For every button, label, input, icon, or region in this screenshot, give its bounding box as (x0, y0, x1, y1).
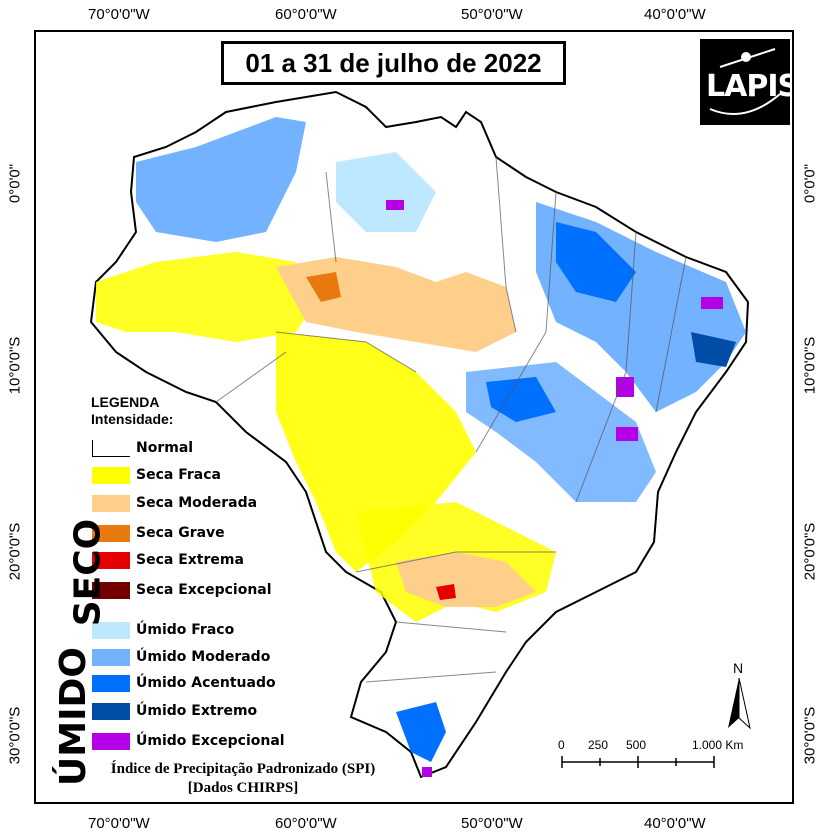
region-umido-northeast-strong (556, 222, 636, 302)
scale-label-250: 250 (588, 738, 609, 752)
left-coord-0: 0°0'0" (6, 163, 24, 204)
legend-label: Seca Fraca (136, 467, 221, 483)
top-coord-40w: 40°0'0"W (644, 6, 706, 23)
left-coord-30s: 30°0'0"S (6, 706, 24, 765)
north-arrow: N (724, 660, 754, 730)
bottom-coord-40w: 40°0'0"W (644, 815, 706, 832)
scale-label-0: 0 (558, 738, 565, 752)
logo-text: LAPIS (706, 69, 794, 104)
bottom-coord-50w: 50°0'0"W (461, 815, 523, 832)
legend-label: Seca Grave (136, 525, 225, 541)
map-frame: 01 a 31 de julho de 2022 LAPIS LEGENDA I… (34, 30, 794, 804)
satellite-icon (709, 48, 781, 115)
legend-label: Úmido Excepcional (136, 733, 285, 749)
top-coord-70w: 70°0'0"W (88, 6, 150, 23)
top-coord-60w: 60°0'0"W (275, 6, 337, 23)
legend-label: Seca Excepcional (136, 582, 272, 598)
bottom-coord-60w: 60°0'0"W (275, 815, 337, 832)
bottom-coord-70w: 70°0'0"W (88, 815, 150, 832)
spot-umido-excepcional-4 (386, 200, 404, 210)
brazil-map (89, 90, 750, 779)
legend-swatch (92, 675, 130, 692)
legend-label: Úmido Moderado (136, 649, 271, 665)
region-umido-north (136, 117, 306, 242)
top-coord-50w: 50°0'0"W (461, 6, 523, 23)
region-umido-south (396, 702, 446, 762)
legend-swatch (92, 649, 130, 666)
left-coord-20s: 20°0'0"S (6, 522, 24, 581)
legend-title: LEGENDA (91, 394, 160, 410)
legend-swatch (92, 733, 130, 750)
right-coord-20s: 20°0'0"S (801, 522, 819, 581)
lapis-logo: LAPIS (700, 39, 792, 125)
legend-label: Seca Moderada (136, 495, 258, 511)
region-seca-fraca-west (96, 252, 316, 342)
spot-umido-excepcional-2 (616, 377, 634, 397)
legend-swatch (92, 440, 130, 457)
index-caption: Índice de Precipitação Padronizado (SPI)… (98, 760, 388, 798)
spot-umido-excepcional-5 (422, 767, 432, 777)
region-umido-extremo-ne (691, 332, 736, 367)
legend-subtitle: Intensidade: (91, 411, 174, 427)
legend-swatch (92, 525, 130, 542)
north-arrow-icon (728, 678, 751, 730)
region-umido-north2 (336, 152, 436, 232)
region-seca-extrema (436, 584, 456, 600)
region-seca-grave (306, 272, 341, 302)
legend-label: Seca Extrema (136, 552, 244, 568)
caption-line-2: [Dados CHIRPS] (187, 780, 299, 796)
legend-swatch (92, 495, 130, 512)
scale-label-1000: 1.000 Km (692, 738, 744, 752)
legend-label: Úmido Extremo (136, 703, 258, 719)
legend-label: Normal (136, 440, 194, 456)
caption-line-1: Índice de Precipitação Padronizado (SPI) (110, 761, 376, 777)
legend-swatch (92, 582, 130, 599)
left-coord-10s: 10°0'0"S (6, 336, 24, 395)
legend-swatch (92, 467, 130, 484)
north-label: N (733, 660, 744, 676)
spot-umido-excepcional-3 (701, 297, 723, 309)
scale-label-500: 500 (626, 738, 647, 752)
legend-swatch (92, 622, 130, 639)
region-umido-central-strong (486, 377, 556, 422)
right-coord-10s: 10°0'0"S (801, 336, 819, 395)
state-borders (215, 156, 687, 683)
right-coord-0: 0°0'0" (801, 163, 819, 204)
region-seca-moderada-south (396, 552, 536, 607)
scale-bar (561, 756, 715, 768)
spot-umido-excepcional-1 (616, 427, 638, 441)
legend-label: Úmido Fraco (136, 622, 235, 638)
legend-swatch (92, 703, 130, 720)
legend-swatch (92, 552, 130, 569)
right-coord-30s: 30°0'0"S (801, 706, 819, 765)
umido-label: ÚMIDO (52, 647, 94, 786)
legend-label: Úmido Acentuado (136, 675, 276, 691)
map-title: 01 a 31 de julho de 2022 (221, 41, 566, 85)
seco-label: SECO (67, 518, 109, 627)
